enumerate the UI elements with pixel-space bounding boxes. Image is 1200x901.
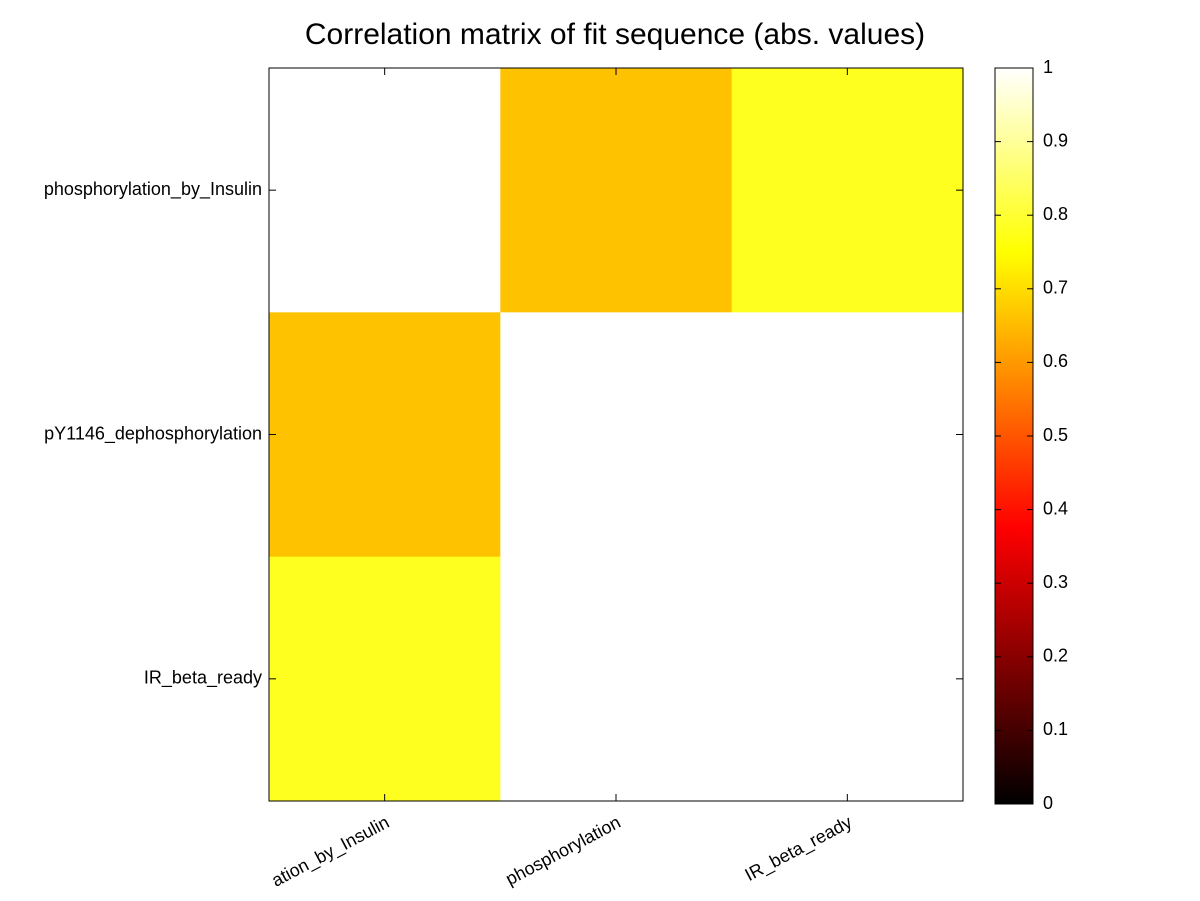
colorbar-tick-label: 0.3 — [1043, 572, 1068, 592]
colorbar-tick-label: 0.4 — [1043, 498, 1068, 518]
colorbar-tick-label: 0.8 — [1043, 204, 1068, 224]
colorbar-tick-label: 0.1 — [1043, 719, 1068, 739]
heatmap-cell — [731, 312, 964, 558]
colorbar-tick-label: 1 — [1043, 57, 1053, 77]
x-tick-label: IR_beta_ready — [742, 812, 856, 886]
heatmap-cell — [269, 312, 501, 558]
heatmap-cell — [731, 68, 964, 313]
heatmap-cell — [269, 68, 501, 313]
colorbar — [994, 67, 1034, 805]
x-tick-label: ation_by_Insulin — [268, 812, 393, 892]
heatmap-cell — [500, 68, 733, 313]
colorbar-tick-label: 0.2 — [1043, 646, 1068, 666]
x-tick-label: phosphorylation — [502, 812, 624, 889]
heatmap-cell — [731, 556, 964, 802]
colorbar-tick-label: 0.7 — [1043, 278, 1068, 298]
colorbar-tick-label: 0 — [1043, 793, 1053, 813]
chart-title: Correlation matrix of fit sequence (abs.… — [305, 18, 925, 51]
colorbar-tick-label: 0.5 — [1043, 425, 1068, 445]
heatmap-cell — [269, 556, 501, 802]
colorbar-tick-label: 0.6 — [1043, 351, 1068, 371]
y-tick-label: IR_beta_ready — [144, 668, 262, 689]
y-tick-label: pY1146_dephosphorylation — [44, 423, 262, 444]
heatmap-cell — [500, 312, 733, 558]
colorbar-tick-label: 0.9 — [1043, 130, 1068, 150]
heatmap-cell — [500, 556, 733, 802]
y-tick-label: phosphorylation_by_Insulin — [44, 179, 262, 200]
